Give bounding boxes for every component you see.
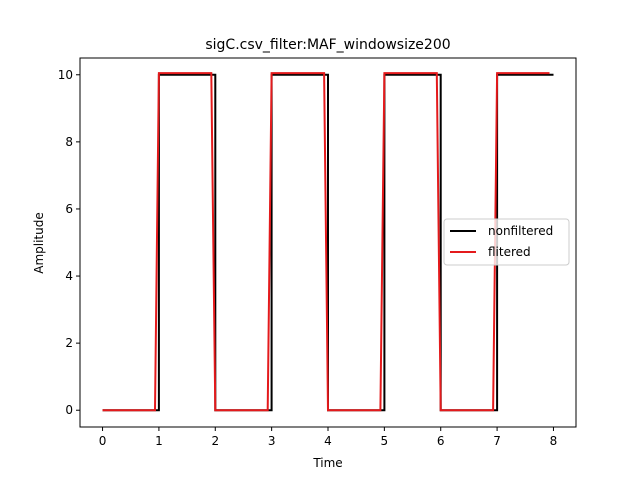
axis-ticks: 0 1 2 3 4 5 6 7 8 0 2 4 6 8 10 bbox=[58, 68, 558, 448]
y-tick-label: 6 bbox=[65, 202, 73, 216]
y-tick-label: 8 bbox=[65, 135, 73, 149]
y-tick-label: 2 bbox=[65, 336, 73, 350]
y-axis-label: Amplitude bbox=[32, 212, 46, 274]
y-tick-label: 10 bbox=[58, 68, 73, 82]
legend: nonfiltered flitered bbox=[443, 218, 570, 266]
x-tick-label: 3 bbox=[268, 434, 276, 448]
x-axis-label: Time bbox=[312, 456, 342, 470]
x-tick-label: 6 bbox=[437, 434, 445, 448]
x-tick-label: 8 bbox=[550, 434, 558, 448]
y-tick-label: 4 bbox=[65, 269, 73, 283]
x-tick-label: 0 bbox=[99, 434, 107, 448]
x-tick-label: 2 bbox=[211, 434, 219, 448]
x-tick-label: 7 bbox=[493, 434, 501, 448]
x-tick-label: 5 bbox=[381, 434, 389, 448]
chart-title: sigC.csv_filter:MAF_windowsize200 bbox=[205, 37, 450, 53]
x-tick-label: 4 bbox=[324, 434, 332, 448]
legend-label-flitered: flitered bbox=[488, 245, 531, 259]
legend-label-nonfiltered: nonfiltered bbox=[488, 224, 553, 238]
plot-series bbox=[102, 72, 554, 412]
y-tick-label: 0 bbox=[65, 403, 73, 417]
axes-frame bbox=[79, 57, 577, 428]
x-tick-label: 1 bbox=[155, 434, 163, 448]
series-line-flitered bbox=[102, 72, 550, 412]
